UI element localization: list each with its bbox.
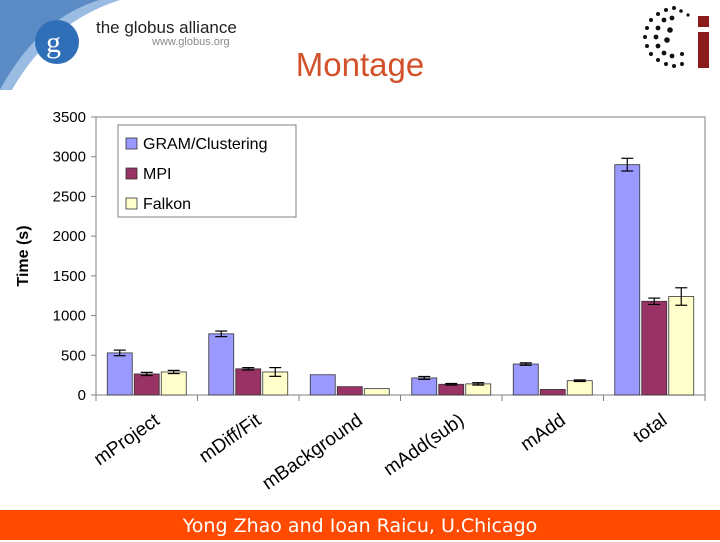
legend-box [117, 124, 297, 218]
bar [512, 363, 539, 396]
bar [614, 164, 641, 396]
bar [438, 383, 465, 396]
bar [566, 380, 593, 396]
x-category-label: mBackground [259, 410, 367, 494]
svg-text:g: g [46, 26, 61, 59]
y-tick-label: 3500 [53, 109, 86, 126]
y-axis-title: Time (s) [15, 225, 32, 286]
brand-text: the globus alliance [96, 18, 237, 37]
brand-url: www.globus.org [152, 36, 230, 48]
legend-label: GRAM/Clustering [143, 136, 267, 153]
x-category-label: mAdd [517, 410, 570, 456]
bar [668, 296, 695, 396]
x-category-label: mAdd(sub) [380, 410, 468, 481]
ci-logo [643, 6, 709, 68]
y-tick-label: 2500 [53, 188, 86, 205]
bar [235, 368, 262, 396]
y-tick-label: 500 [61, 347, 86, 364]
y-tick-label: 1500 [53, 268, 86, 285]
legend-swatch [125, 197, 138, 210]
x-category-label: total [630, 410, 671, 448]
y-tick-label: 1000 [53, 308, 86, 325]
y-tick-label: 3000 [53, 149, 86, 166]
bar [208, 333, 235, 396]
bar [309, 374, 336, 396]
bar-chart: 0 500 1000 1500 2000 2500 3000 3500 Time (s) mPro… [15, 109, 706, 494]
bar [641, 300, 668, 396]
legend-label: Falkon [143, 196, 191, 213]
footer-bar: Yong Zhao and Ioan Raicu, U.Chicago [0, 510, 720, 540]
y-tick-label: 2000 [53, 228, 86, 245]
globus-logo: g [0, 0, 120, 90]
legend-swatch [125, 137, 138, 150]
x-category-label: mDiff/Fit [195, 409, 265, 467]
bar [133, 373, 160, 396]
bar [106, 352, 133, 396]
footer-text: Yong Zhao and Ioan Raicu, U.Chicago [182, 515, 538, 537]
legend-swatch [125, 167, 138, 180]
bar [363, 388, 390, 396]
x-category-label: mProject [90, 409, 164, 470]
legend-label: MPI [143, 166, 171, 183]
y-tick-label: 0 [78, 387, 86, 404]
bar [336, 386, 363, 396]
bar [160, 371, 187, 396]
slide-title: Montage [295, 46, 425, 83]
bar [539, 389, 566, 396]
bar [411, 377, 438, 396]
